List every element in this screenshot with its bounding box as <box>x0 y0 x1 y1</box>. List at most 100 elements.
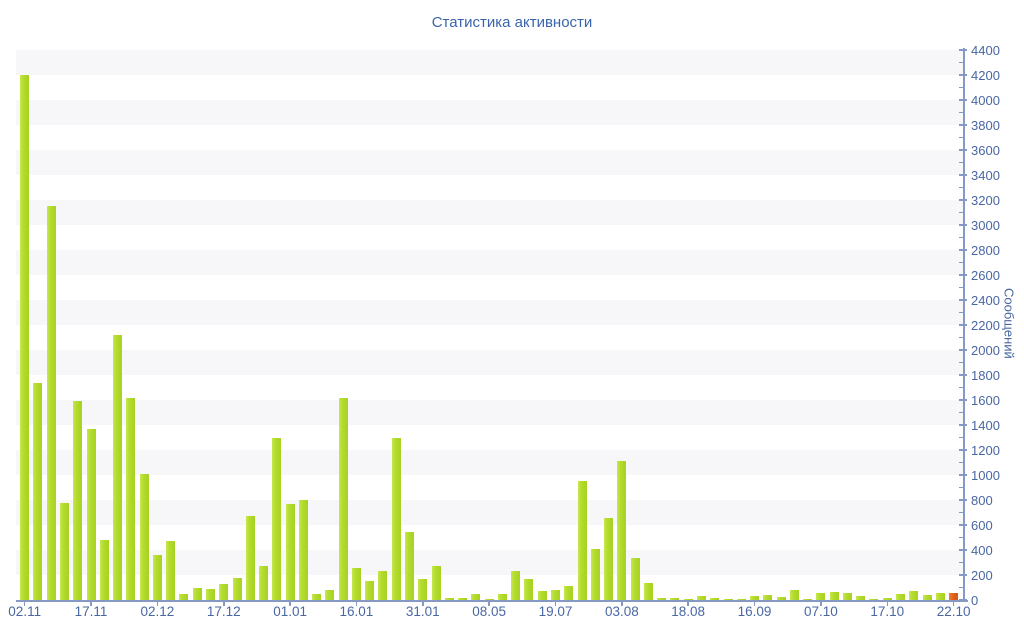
bar[interactable] <box>431 566 441 600</box>
bar[interactable] <box>325 590 335 600</box>
bar[interactable] <box>869 598 879 600</box>
bar[interactable] <box>391 437 401 600</box>
grid-band <box>16 150 963 175</box>
bar[interactable] <box>20 75 30 600</box>
bar[interactable] <box>272 437 282 600</box>
bar[interactable] <box>935 592 945 600</box>
bar[interactable] <box>205 589 215 600</box>
bar[interactable] <box>99 540 109 600</box>
bar[interactable] <box>192 588 202 600</box>
x-tick-label: 07.10 <box>803 604 838 619</box>
bar[interactable] <box>259 566 269 600</box>
bar[interactable] <box>298 500 308 600</box>
bar[interactable] <box>378 570 388 600</box>
bar[interactable] <box>312 593 322 600</box>
bar[interactable] <box>789 589 799 600</box>
bar[interactable] <box>657 598 667 600</box>
bar[interactable] <box>776 596 786 600</box>
y-minor-tick <box>959 536 964 539</box>
bar[interactable] <box>882 597 892 600</box>
bar[interactable] <box>471 594 481 600</box>
bar[interactable] <box>86 428 96 600</box>
y-minor-tick <box>959 111 964 114</box>
bar[interactable] <box>511 571 521 600</box>
bar[interactable] <box>683 598 693 600</box>
bar[interactable] <box>524 578 534 600</box>
bar[interactable] <box>816 593 826 600</box>
bar[interactable] <box>896 593 906 600</box>
bar[interactable] <box>643 582 653 600</box>
bar[interactable] <box>551 590 560 600</box>
bar[interactable] <box>949 592 959 600</box>
y-major-tick <box>959 174 967 176</box>
x-tick-label: 18.08 <box>671 604 706 619</box>
bar[interactable] <box>922 595 932 600</box>
y-major-tick <box>959 399 967 401</box>
bar[interactable] <box>33 382 43 600</box>
bar[interactable] <box>856 596 866 600</box>
y-minor-tick <box>959 136 964 139</box>
bar[interactable] <box>630 557 640 600</box>
bar[interactable] <box>590 549 600 600</box>
x-tick-label: 17.11 <box>74 604 108 619</box>
bar[interactable] <box>842 593 852 600</box>
y-tick-label: 2800 <box>971 242 1000 258</box>
bar[interactable] <box>484 598 494 600</box>
bar[interactable] <box>219 584 229 600</box>
bar[interactable] <box>829 592 839 600</box>
bar[interactable] <box>723 598 733 600</box>
y-major-tick <box>959 524 967 526</box>
bar[interactable] <box>139 473 149 600</box>
bar[interactable] <box>497 593 507 600</box>
bar[interactable] <box>232 578 242 600</box>
bar[interactable] <box>696 596 706 600</box>
bar[interactable] <box>179 594 189 600</box>
y-minor-tick <box>959 211 964 214</box>
bar[interactable] <box>152 555 162 600</box>
x-tick <box>488 601 490 606</box>
bar[interactable] <box>537 590 547 600</box>
y-minor-tick <box>959 386 964 389</box>
grid-band <box>16 475 963 500</box>
y-major-tick <box>959 224 967 226</box>
bar[interactable] <box>617 461 627 600</box>
bar[interactable] <box>113 335 123 600</box>
bar[interactable] <box>750 595 760 600</box>
bar[interactable] <box>73 401 83 600</box>
bar[interactable] <box>60 502 69 600</box>
y-tick-label: 4200 <box>971 67 1000 83</box>
bar[interactable] <box>763 594 773 600</box>
grid-band <box>16 500 963 525</box>
bar[interactable] <box>418 578 428 600</box>
y-minor-tick <box>959 236 964 239</box>
bar[interactable] <box>405 531 415 600</box>
bar[interactable] <box>736 599 746 600</box>
x-tick-label: 16.01 <box>339 604 374 619</box>
y-minor-tick <box>959 286 964 289</box>
bar[interactable] <box>338 397 348 600</box>
grid-band <box>16 225 963 250</box>
bar[interactable] <box>458 597 468 600</box>
grid-band <box>16 200 963 225</box>
bar[interactable] <box>604 517 614 600</box>
bar[interactable] <box>710 598 720 600</box>
bar[interactable] <box>670 597 680 600</box>
x-tick <box>23 601 26 606</box>
x-tick-label: 02.12 <box>140 604 175 619</box>
y-tick-label: 1600 <box>971 392 1000 408</box>
bar[interactable] <box>564 586 574 600</box>
bar[interactable] <box>245 516 255 600</box>
bar[interactable] <box>166 541 176 600</box>
bar[interactable] <box>285 503 295 600</box>
bar[interactable] <box>365 581 375 600</box>
bar[interactable] <box>577 480 587 600</box>
bar[interactable] <box>444 598 454 600</box>
bar[interactable] <box>46 206 56 600</box>
bar[interactable] <box>909 591 919 600</box>
grid-band <box>16 400 963 425</box>
grid-band <box>16 275 963 300</box>
y-tick-label: 400 <box>971 542 993 558</box>
bar[interactable] <box>803 598 813 600</box>
bar[interactable] <box>126 397 136 600</box>
bar[interactable] <box>351 567 361 600</box>
